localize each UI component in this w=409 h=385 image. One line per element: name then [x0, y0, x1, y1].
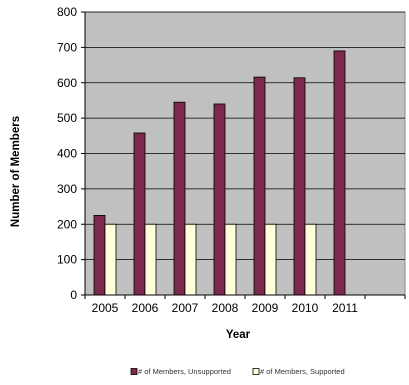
bar-supported [144, 223, 157, 296]
bar-supported [184, 223, 197, 296]
x-axis-title: Year [226, 329, 251, 341]
x-tick-label: 2011 [332, 301, 358, 315]
y-tick-label: 200 [57, 217, 77, 231]
x-tick-label: 2008 [212, 301, 239, 315]
legend-label: # of Members, Unsupported [138, 367, 231, 376]
y-tick-label: 100 [57, 253, 77, 267]
y-axis-title: Number of Members [10, 116, 22, 227]
bar-supported [104, 223, 117, 296]
y-axis-ticks: 0 100 200 300 400 500 600 700 800 [57, 5, 85, 302]
legend: # of Members, Unsupported # of Members, S… [130, 367, 345, 376]
y-tick-label: 300 [57, 182, 77, 196]
bar-supported [304, 223, 317, 296]
x-tick-label: 2009 [252, 301, 279, 315]
bar-unsupported [173, 101, 186, 296]
legend-swatch [252, 368, 260, 375]
bar-unsupported [93, 215, 106, 296]
y-tick-label: 600 [57, 76, 77, 90]
bar-unsupported [293, 77, 306, 296]
bar-supported [264, 223, 277, 296]
legend-swatch [130, 368, 138, 375]
x-tick-label: 2007 [172, 301, 199, 315]
y-tick-label: 400 [57, 147, 77, 161]
bar-unsupported [213, 103, 226, 296]
x-tick-label: 2010 [292, 301, 319, 315]
bar-supported [224, 223, 237, 296]
bar-unsupported [133, 132, 146, 296]
y-tick-label: 700 [57, 40, 77, 54]
x-tick-label: 2006 [132, 301, 159, 315]
legend-label: # of Members, Supported [260, 367, 345, 376]
bar-unsupported [333, 50, 346, 296]
y-tick-label: 0 [70, 288, 77, 302]
y-tick-label: 500 [57, 111, 77, 125]
x-axis-ticks: 2005 2006 2007 2008 2009 2010 2011 [84, 295, 406, 315]
bars [93, 50, 346, 296]
bar-unsupported [253, 76, 266, 296]
y-tick-label: 800 [57, 5, 77, 19]
x-tick-label: 2005 [92, 301, 119, 315]
